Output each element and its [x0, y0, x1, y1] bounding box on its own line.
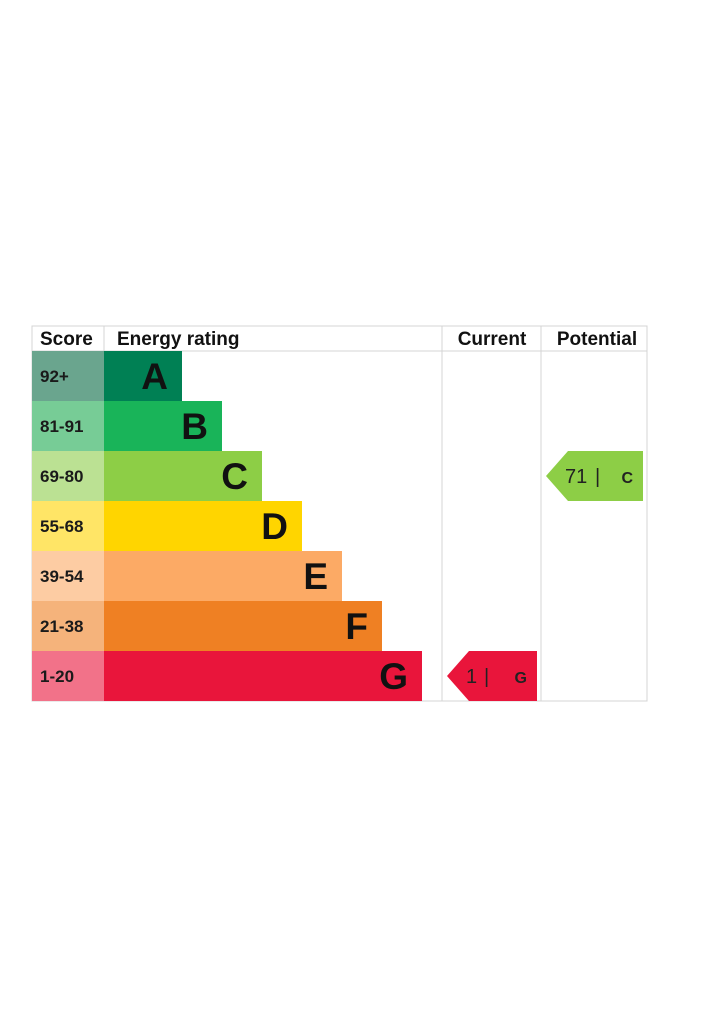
score-label-g: 1-20 — [40, 667, 74, 686]
header-current: Current — [458, 329, 527, 350]
rating-letter-c: C — [221, 456, 248, 497]
rating-bar-a — [104, 351, 182, 401]
rating-letter-e: E — [303, 556, 328, 597]
score-label-e: 39-54 — [40, 567, 84, 586]
score-label-c: 69-80 — [40, 467, 83, 486]
potential-rating-value: 71 — [565, 466, 587, 488]
rating-letter-g: G — [379, 656, 408, 697]
rating-markers: 1 | G 71 | C — [447, 451, 643, 701]
rating-bands: 92+ A 81-91 B 69-80 C 55-68 D 39-54 E 21-38 F 1-20 G — [32, 351, 422, 701]
score-label-b: 81-91 — [40, 417, 83, 436]
score-cell-f — [32, 601, 104, 651]
score-cell-b — [32, 401, 104, 451]
score-cell-c — [32, 451, 104, 501]
potential-rating-separator: | — [595, 466, 600, 488]
rating-letter-d: D — [261, 506, 288, 547]
header-potential: Potential — [557, 329, 637, 350]
rating-bar-f — [104, 601, 382, 651]
score-cell-e — [32, 551, 104, 601]
score-label-f: 21-38 — [40, 617, 83, 636]
rating-bar-c — [104, 451, 262, 501]
rating-bar-d — [104, 501, 302, 551]
score-cell-a — [32, 351, 104, 401]
current-rating-letter: G — [515, 670, 527, 687]
current-rating-arrow — [447, 651, 537, 701]
rating-bar-e — [104, 551, 342, 601]
score-cell-g — [32, 651, 104, 701]
potential-rating-arrow — [546, 451, 643, 501]
rating-letter-a: A — [141, 356, 168, 397]
score-cell-d — [32, 501, 104, 551]
header-score: Score — [40, 329, 93, 350]
header-energy-rating: Energy rating — [117, 329, 239, 350]
potential-rating-letter: C — [621, 470, 633, 487]
current-rating-value: 1 — [466, 666, 477, 688]
score-label-d: 55-68 — [40, 517, 83, 536]
rating-bar-b — [104, 401, 222, 451]
rating-letter-f: F — [345, 606, 368, 647]
rating-bar-g — [104, 651, 422, 701]
score-label-a: 92+ — [40, 367, 69, 386]
rating-letter-b: B — [181, 406, 208, 447]
current-rating-separator: | — [484, 666, 489, 688]
